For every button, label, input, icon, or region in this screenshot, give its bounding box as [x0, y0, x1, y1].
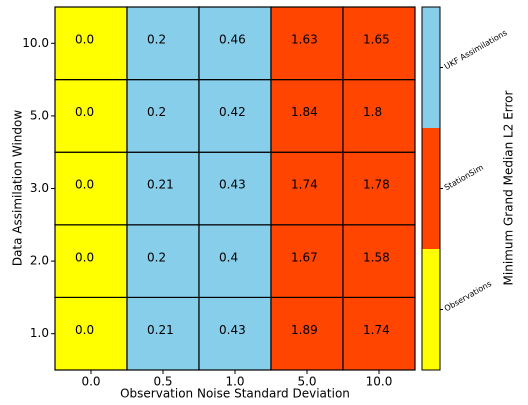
heatmap-cell — [270, 224, 344, 299]
y-tick-label: 2.0 — [30, 254, 49, 268]
colorbar-label: Minimum Grand Median L2 Error — [502, 90, 516, 285]
heatmap-cell — [270, 78, 344, 153]
y-tick-label: 1.0 — [30, 326, 49, 340]
colorbar-tick-label: StationSim — [443, 163, 485, 193]
y-tick-label: 10.0 — [22, 36, 49, 50]
heatmap-cell — [54, 296, 128, 371]
cell-label: 0.0 — [75, 178, 94, 192]
x-tick-label: 5.0 — [297, 375, 316, 389]
cell-label: 0.2 — [147, 33, 166, 47]
cell-label: 0.0 — [75, 323, 94, 337]
x-tick-label: 1.0 — [225, 375, 244, 389]
heatmap-cell — [126, 296, 200, 371]
x-axis-label: Observation Noise Standard Deviation — [120, 387, 350, 401]
x-tick-label: 0.0 — [81, 375, 100, 389]
cell-label: 1.78 — [363, 178, 390, 192]
heatmap-cell — [198, 6, 272, 81]
heatmap-cell — [342, 6, 416, 81]
heatmap-cell — [342, 78, 416, 153]
heatmap-cell — [342, 224, 416, 299]
cell-label: 1.58 — [363, 250, 390, 264]
colorbar-tick-label: Observations — [443, 279, 493, 313]
cell-label: 1.74 — [291, 178, 318, 192]
cell-label: 0.21 — [147, 178, 174, 192]
colorbar-segment — [422, 128, 440, 249]
cell-label: 0.21 — [147, 323, 174, 337]
cell-label: 1.89 — [291, 323, 318, 337]
cell-label: 0.43 — [219, 178, 246, 192]
colorbar-segment — [422, 249, 440, 370]
heatmap-cell — [54, 6, 128, 81]
y-tick-label: 5.0 — [30, 108, 49, 122]
cell-label: 0.43 — [219, 323, 246, 337]
cell-label: 0.0 — [75, 105, 94, 119]
y-axis-label: Data Assimilation Window — [11, 110, 25, 267]
cell-label: 1.67 — [291, 250, 318, 264]
cell-label: 1.8 — [363, 105, 382, 119]
cell-label: 0.2 — [147, 250, 166, 264]
cell-label: 1.74 — [363, 323, 390, 337]
colorbar-segment — [422, 7, 440, 128]
cell-label: 0.2 — [147, 105, 166, 119]
heatmap-cell — [126, 151, 200, 226]
heatmap-cell — [198, 151, 272, 226]
cell-label: 0.42 — [219, 105, 246, 119]
cell-label: 0.0 — [75, 33, 94, 47]
cell-label: 1.84 — [291, 105, 318, 119]
cell-label: 0.46 — [219, 33, 246, 47]
cell-label: 1.63 — [291, 33, 318, 47]
x-tick-label: 0.5 — [153, 375, 172, 389]
heatmap-cell — [198, 78, 272, 153]
colorbar-tick-label: UKF Assimilations — [443, 28, 509, 71]
y-tick-label: 3.0 — [30, 181, 49, 195]
heatmap-cell — [126, 78, 200, 153]
cell-label: 1.65 — [363, 33, 390, 47]
x-tick-label: 10.0 — [366, 375, 393, 389]
colorbar-frame — [421, 6, 441, 371]
heatmap-cell — [198, 224, 272, 299]
heatmap-cell — [126, 224, 200, 299]
cell-label: 0.4 — [219, 250, 238, 264]
cell-label: 0.0 — [75, 250, 94, 264]
